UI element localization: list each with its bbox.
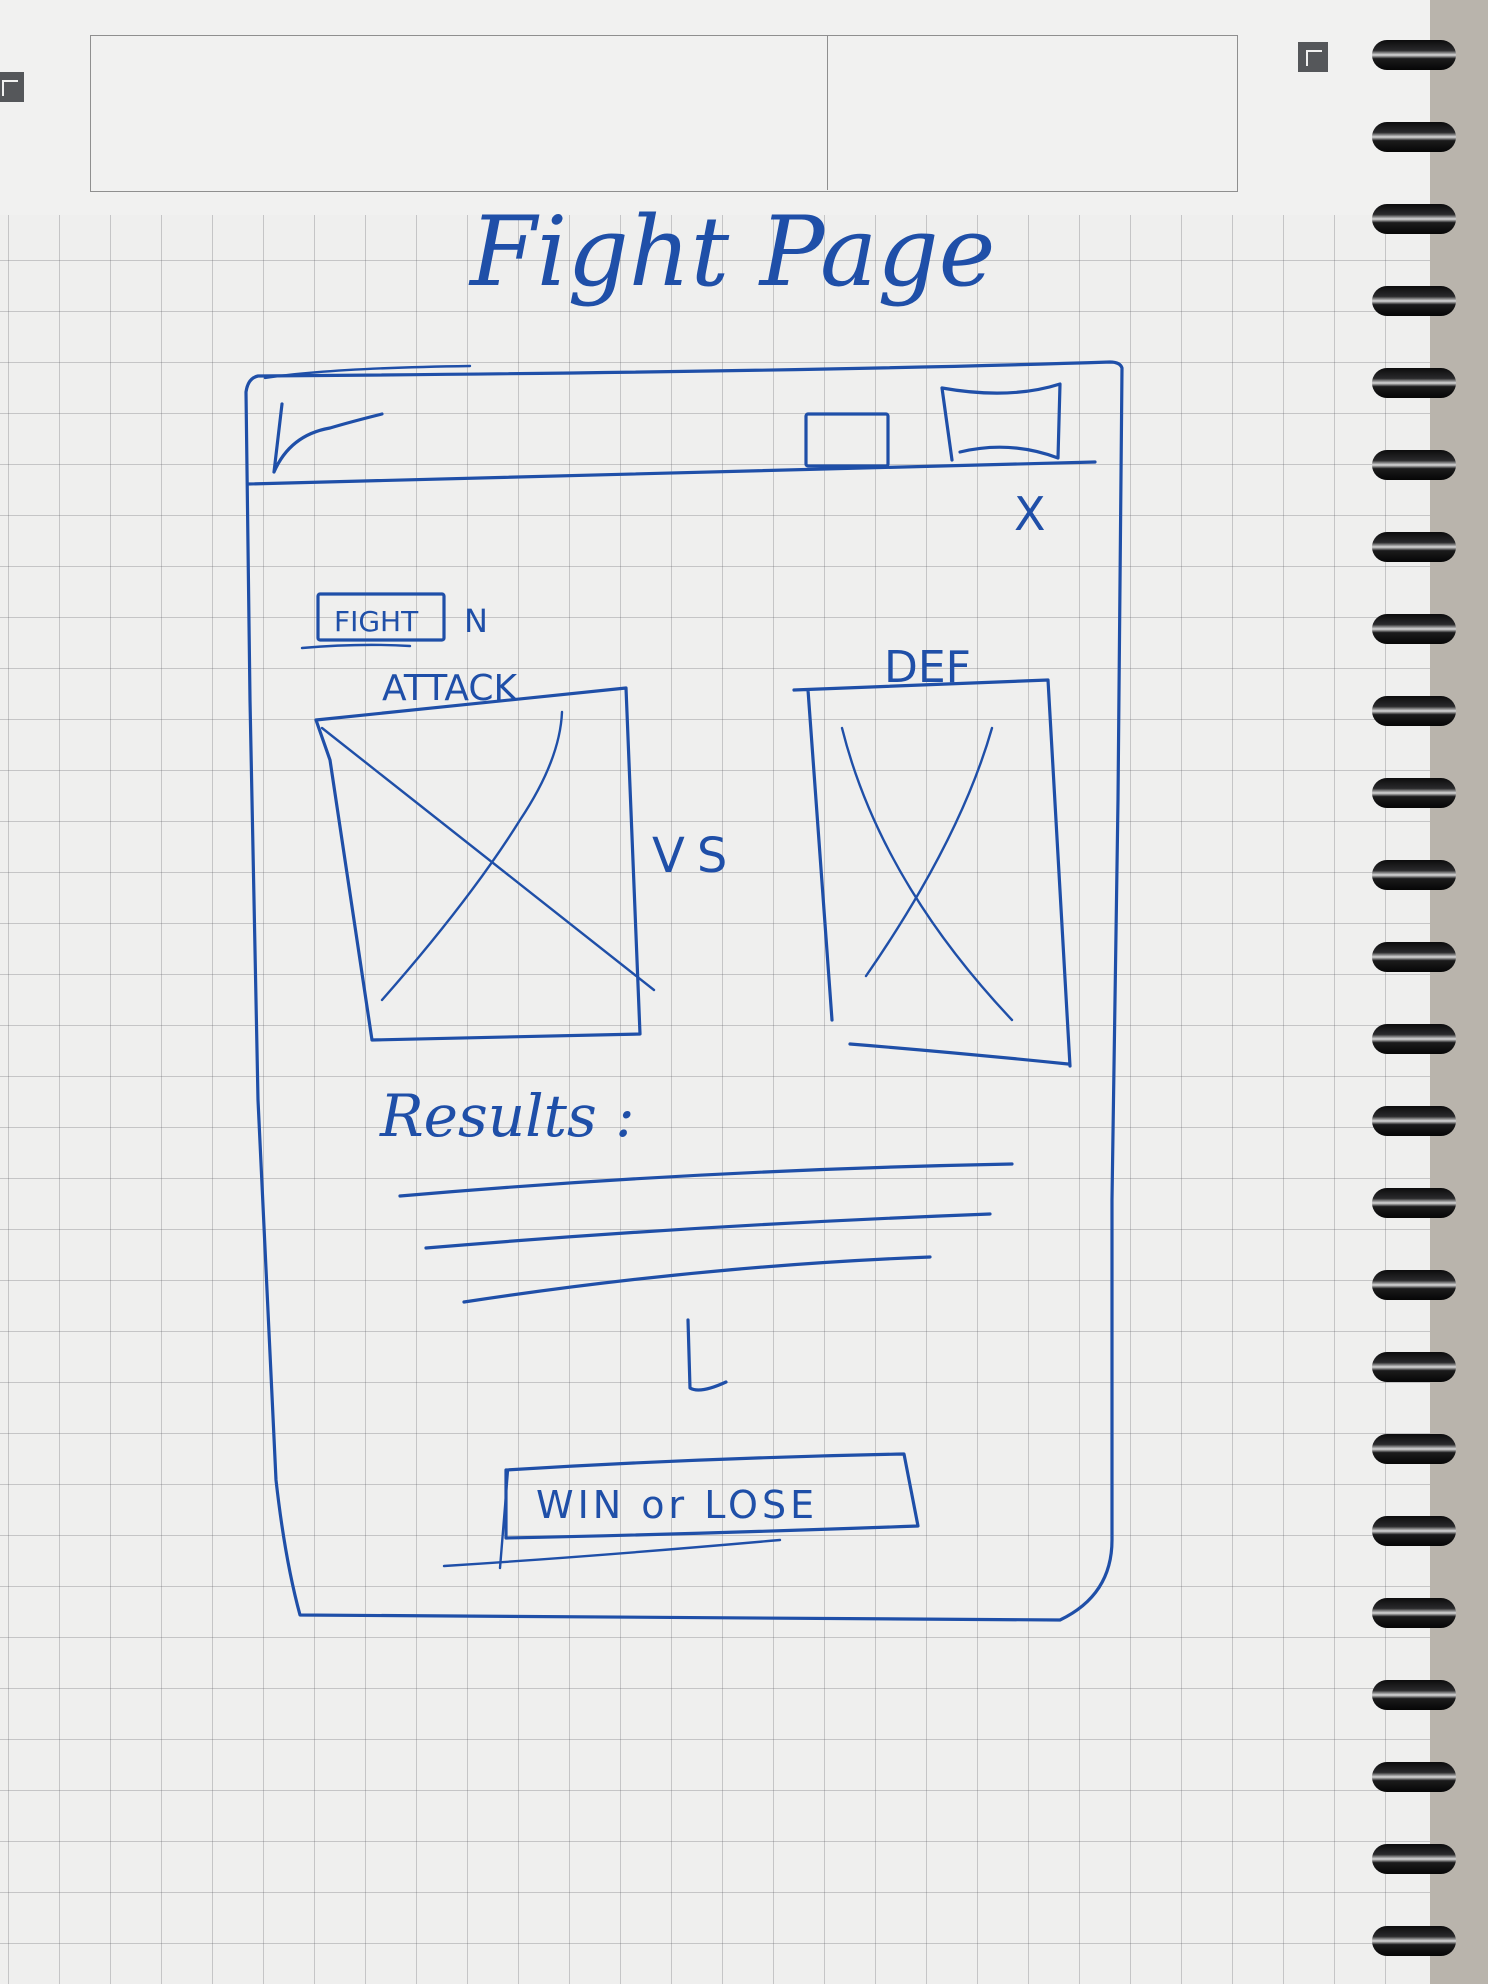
win-or-lose-button[interactable]: WIN or LOSE — [442, 1452, 920, 1570]
arrow-down-icon — [686, 1318, 728, 1392]
window-frame — [244, 360, 1124, 1622]
window-maximize-icon[interactable] — [940, 382, 1062, 462]
spiral-ring — [1372, 696, 1456, 726]
spiral-ring — [1372, 1844, 1456, 1874]
close-icon[interactable]: X — [1014, 487, 1046, 541]
spiral-ring — [1372, 122, 1456, 152]
spiral-ring — [1372, 778, 1456, 808]
spiral-ring — [1372, 1106, 1456, 1136]
spiral-ring — [1372, 532, 1456, 562]
spiral-ring — [1372, 1598, 1456, 1628]
header-divider — [827, 35, 828, 190]
defender-image-placeholder — [792, 678, 1072, 1068]
attacker-label: ATTACK — [382, 668, 519, 709]
top-bar-divider — [246, 460, 1097, 486]
spiral-ring — [1372, 204, 1456, 234]
desk-background — [1430, 0, 1488, 1984]
spiral-ring — [1372, 1188, 1456, 1218]
spiral-ring — [1372, 1680, 1456, 1710]
result-line-3 — [462, 1255, 932, 1304]
spiral-ring — [1372, 1352, 1456, 1382]
result-line-1 — [398, 1162, 1014, 1198]
result-line-2 — [424, 1212, 992, 1250]
spiral-ring — [1372, 1434, 1456, 1464]
spiral-ring — [1372, 450, 1456, 480]
frame-top-stroke — [263, 364, 472, 380]
spiral-ring — [1372, 40, 1456, 70]
spiral-ring — [1372, 614, 1456, 644]
corner-marker-right-icon — [1298, 42, 1328, 72]
spiral-ring — [1372, 1516, 1456, 1546]
versus-label: VS — [652, 828, 739, 884]
header-box — [90, 35, 1238, 192]
spiral-ring — [1372, 942, 1456, 972]
results-label: Results : — [379, 1082, 635, 1150]
back-icon[interactable] — [272, 402, 384, 474]
notebook-page — [0, 0, 1430, 1984]
page-header-area — [0, 0, 1430, 215]
sketch-title: Fight Page — [468, 196, 995, 308]
spiral-ring — [1372, 368, 1456, 398]
fight-button[interactable]: FIGHT — [300, 592, 446, 650]
spiral-ring — [1372, 1024, 1456, 1054]
window-restore-icon[interactable] — [804, 412, 890, 468]
spiral-ring — [1372, 1762, 1456, 1792]
fight-suffix-label: N — [464, 602, 488, 640]
outcome-button-label: WIN or LOSE — [536, 1483, 818, 1527]
spiral-ring — [1372, 860, 1456, 890]
spiral-ring — [1372, 1270, 1456, 1300]
fight-button-label: FIGHT — [334, 605, 419, 638]
spiral-ring — [1372, 1926, 1456, 1956]
spiral-ring — [1372, 286, 1456, 316]
corner-marker-left-icon — [0, 72, 24, 102]
attacker-image-placeholder — [314, 686, 656, 1042]
